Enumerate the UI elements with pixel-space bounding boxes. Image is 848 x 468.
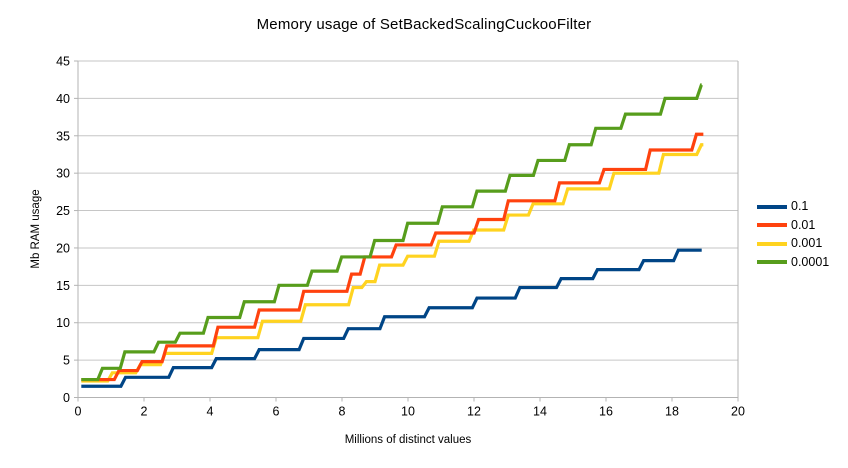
x-tick-label: 16 xyxy=(599,405,613,419)
x-tick-label: 2 xyxy=(141,405,148,419)
legend-item: 0.01 xyxy=(757,218,829,233)
legend-label: 0.0001 xyxy=(791,254,830,269)
legend: 0.1 0.01 0.001 0.0001 xyxy=(757,199,829,273)
series-line-0.01 xyxy=(81,132,704,382)
y-tick-label: 20 xyxy=(56,241,70,255)
y-tick-label: 45 xyxy=(56,55,70,69)
y-tick-label: 0 xyxy=(63,391,70,405)
legend-swatch xyxy=(757,204,787,209)
legend-swatch xyxy=(757,223,787,227)
legend-label: 0.1 xyxy=(791,199,809,213)
y-tick-label: 40 xyxy=(56,92,70,106)
y-tick-label: 35 xyxy=(56,129,70,143)
y-tick-label: 15 xyxy=(56,279,70,293)
y-tick-label: 25 xyxy=(56,204,70,218)
x-tick-label: 10 xyxy=(401,405,415,419)
chart-title: Memory usage of SetBackedScalingCuckooFi… xyxy=(256,16,592,33)
x-tick-label: 6 xyxy=(273,405,280,419)
x-tick-label: 18 xyxy=(665,405,679,419)
series-line-0.1 xyxy=(81,248,702,388)
x-tick-label: 4 xyxy=(207,405,214,419)
y-tick-label: 30 xyxy=(56,167,70,181)
legend-item: 0.0001 xyxy=(757,255,829,270)
legend-label: 0.001 xyxy=(791,236,823,250)
x-tick-label: 14 xyxy=(533,405,547,419)
x-axis-title: Millions of distinct values xyxy=(344,434,472,446)
x-tick-label: 0 xyxy=(75,405,82,419)
legend-label: 0.01 xyxy=(791,217,816,232)
x-tick-label: 12 xyxy=(467,405,481,419)
x-tick-label: 20 xyxy=(731,405,745,419)
x-tick-label: 8 xyxy=(339,405,346,419)
series-line-0.001 xyxy=(81,143,704,383)
legend-swatch xyxy=(757,260,787,264)
legend-item: 0.1 xyxy=(757,199,829,214)
y-tick-label: 10 xyxy=(56,316,70,330)
y-tick-label: 5 xyxy=(63,354,70,368)
legend-item: 0.001 xyxy=(757,236,829,251)
legend-swatch xyxy=(757,241,787,246)
series-line-0.0001 xyxy=(81,83,703,382)
